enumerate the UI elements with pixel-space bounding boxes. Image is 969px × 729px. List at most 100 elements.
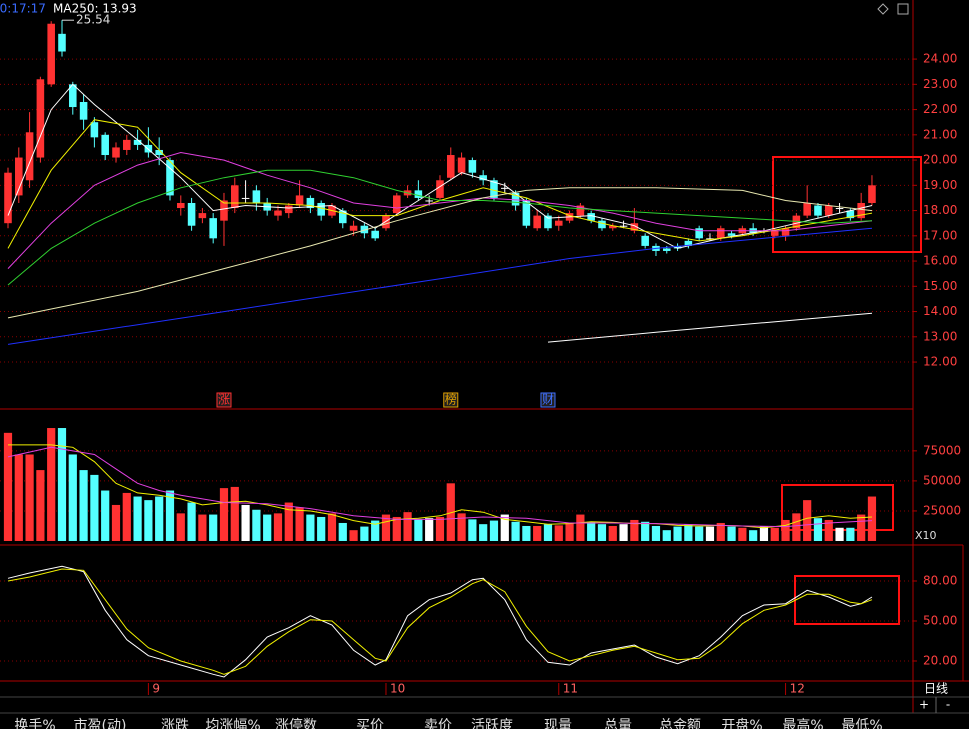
volume-bar bbox=[522, 525, 531, 541]
volume-bar bbox=[716, 522, 725, 541]
y-tick-label: 24.00 bbox=[923, 52, 957, 66]
volume-bar bbox=[511, 521, 520, 541]
candle-body bbox=[36, 79, 45, 158]
candle-body bbox=[803, 202, 811, 216]
y-tick-label: 17.00 bbox=[923, 228, 957, 242]
column-header: 均涨幅% bbox=[205, 718, 260, 729]
candle-body bbox=[339, 210, 347, 224]
y-tick-label: 20.00 bbox=[923, 153, 957, 167]
zoom-in-button[interactable]: + bbox=[919, 698, 929, 712]
candle-body bbox=[198, 213, 207, 219]
volume-bar bbox=[457, 513, 466, 541]
period-label[interactable]: 日线 bbox=[924, 682, 948, 696]
candle-body bbox=[814, 205, 822, 216]
column-header: 卖价 bbox=[424, 718, 452, 729]
volume-bar bbox=[241, 504, 250, 541]
column-header: 最低% bbox=[841, 718, 882, 729]
candle-body bbox=[727, 233, 736, 236]
volume-bar bbox=[219, 488, 229, 541]
candle-body bbox=[468, 160, 477, 173]
indicator-line bbox=[7, 169, 873, 286]
candle-body bbox=[673, 245, 682, 249]
volume-bar bbox=[360, 526, 369, 541]
candle-body bbox=[306, 197, 315, 209]
volume-bar bbox=[101, 490, 110, 541]
candle-body bbox=[392, 195, 401, 214]
volume-bar bbox=[306, 514, 315, 541]
volume-bar bbox=[133, 496, 142, 541]
column-header: 现量 bbox=[544, 718, 572, 729]
volume-bar bbox=[695, 526, 704, 541]
indicator-line bbox=[7, 83, 873, 249]
volume-bar bbox=[392, 516, 401, 541]
volume-bar bbox=[824, 519, 833, 541]
candle-body bbox=[285, 205, 293, 214]
window-icon[interactable] bbox=[897, 3, 909, 15]
candle-body bbox=[824, 205, 833, 216]
volume-bar bbox=[565, 522, 574, 541]
column-header: 涨跌 bbox=[161, 718, 189, 729]
volume-bar bbox=[122, 492, 131, 541]
volume-bar bbox=[273, 513, 283, 541]
event-label: 榜 bbox=[445, 392, 457, 407]
indicator-line bbox=[7, 151, 873, 269]
volume-bar bbox=[144, 500, 153, 541]
event-label: 涨 bbox=[218, 392, 230, 407]
candle-body bbox=[684, 240, 693, 246]
column-header: 总量 bbox=[604, 718, 632, 729]
volume-bar bbox=[338, 522, 347, 541]
volume-bar bbox=[749, 530, 758, 541]
candle-body bbox=[209, 218, 217, 239]
x-tick-label: 10 bbox=[390, 682, 405, 696]
y-tick-label: 16.00 bbox=[923, 254, 957, 268]
candle-body bbox=[544, 215, 552, 229]
volume-bar bbox=[371, 520, 380, 541]
candle-body bbox=[274, 210, 282, 216]
volume-bar bbox=[403, 512, 412, 541]
candle-body bbox=[123, 139, 131, 150]
candle-body bbox=[576, 205, 585, 216]
volume-bar bbox=[673, 526, 682, 541]
candle-body bbox=[25, 132, 34, 181]
volume-bar bbox=[489, 520, 499, 541]
candle-body bbox=[630, 223, 639, 231]
volume-bar bbox=[230, 486, 239, 541]
volume-bar bbox=[209, 514, 218, 541]
candle-body bbox=[79, 102, 88, 120]
candle-body bbox=[241, 197, 250, 199]
candle-body bbox=[598, 220, 606, 229]
event-marker bbox=[216, 392, 232, 408]
candle-body bbox=[425, 200, 433, 202]
candle-body bbox=[511, 192, 520, 206]
volume-bar bbox=[36, 470, 45, 541]
candle-body bbox=[295, 195, 304, 206]
volume-bar bbox=[425, 518, 434, 541]
candle-body bbox=[490, 180, 498, 198]
volume-bar bbox=[187, 502, 196, 541]
candle-body bbox=[500, 187, 509, 189]
volume-bar bbox=[641, 521, 650, 541]
column-header: 换手% bbox=[14, 717, 55, 729]
diamond-icon[interactable] bbox=[877, 3, 889, 15]
candle-body bbox=[220, 200, 228, 221]
y-tick-label: 50.00 bbox=[923, 614, 957, 628]
candle-body bbox=[360, 225, 369, 234]
volume-bar bbox=[543, 524, 553, 541]
candle-body bbox=[792, 215, 801, 229]
zoom-out-button[interactable]: - bbox=[946, 698, 950, 712]
y-tick-label: 14.00 bbox=[923, 304, 957, 318]
candle-body bbox=[382, 215, 390, 229]
candle-body bbox=[857, 202, 865, 219]
volume-bar bbox=[500, 514, 509, 541]
volume-bar bbox=[759, 526, 769, 541]
volume-bar bbox=[835, 527, 844, 541]
column-header: 活跃度 bbox=[471, 718, 513, 729]
volume-bar bbox=[47, 428, 56, 541]
volume-bar bbox=[803, 500, 812, 541]
volume-bar bbox=[165, 490, 175, 541]
volume-bar bbox=[295, 507, 304, 541]
indicator-label: MA250: 13.93 bbox=[53, 2, 137, 16]
volume-bar bbox=[435, 516, 445, 541]
candle-body bbox=[868, 185, 876, 203]
indicator-line bbox=[7, 446, 873, 528]
